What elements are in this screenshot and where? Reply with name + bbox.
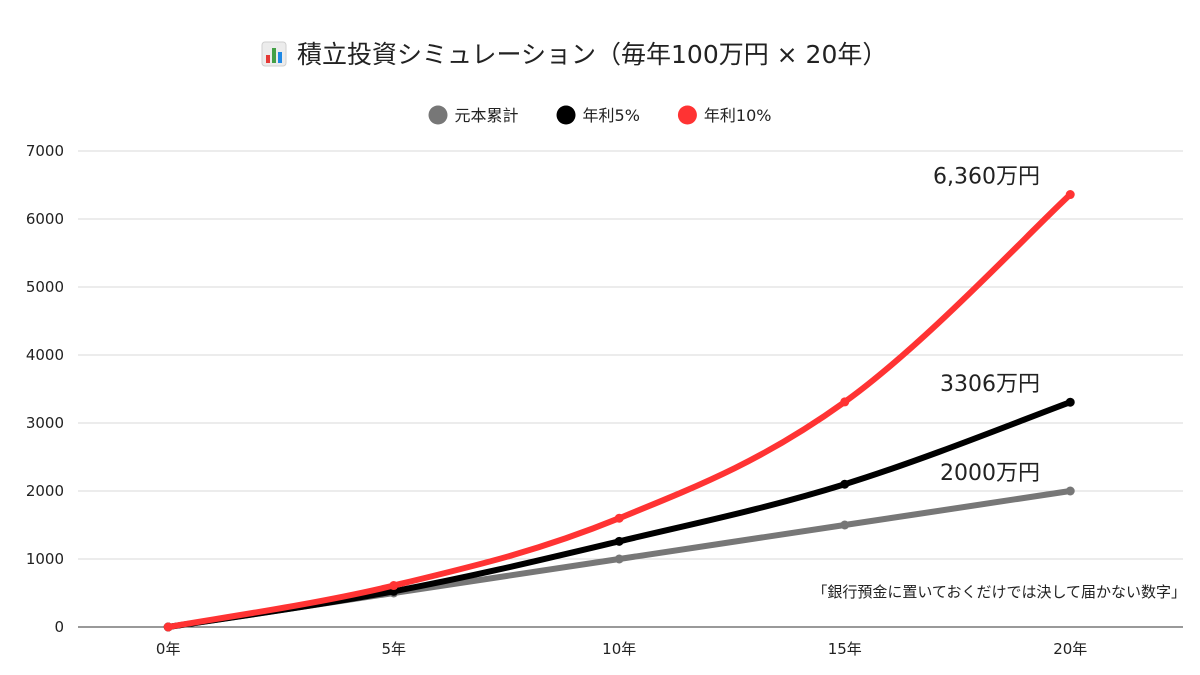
data-point xyxy=(840,520,850,530)
data-point xyxy=(1065,486,1075,496)
x-tick-label: 20年 xyxy=(1053,640,1087,658)
chart-annotation: 「銀行預金に置いておくだけでは決して届かない数字」 xyxy=(812,583,1186,601)
y-tick-label: 7000 xyxy=(26,142,64,160)
data-point xyxy=(389,581,399,591)
y-tick-label: 3000 xyxy=(26,414,64,432)
y-tick-label: 1000 xyxy=(26,550,64,568)
chart-title-group: 積立投資シミュレーション（毎年100万円 × 20年） xyxy=(261,40,887,69)
legend-label: 元本累計 xyxy=(455,106,519,125)
legend-label: 年利10% xyxy=(704,106,772,125)
legend-swatch xyxy=(677,105,697,125)
series-2 xyxy=(163,190,1075,632)
y-tick-label: 4000 xyxy=(26,346,64,364)
y-tick-label: 6000 xyxy=(26,210,64,228)
y-tick-label: 5000 xyxy=(26,278,64,296)
x-tick-label: 5年 xyxy=(381,640,406,658)
series-layer xyxy=(163,190,1075,632)
legend-item: 年利10% xyxy=(677,105,772,125)
data-point xyxy=(840,479,850,489)
end-label: 3306万円 xyxy=(940,372,1040,397)
y-tick-label: 0 xyxy=(54,618,64,636)
data-point xyxy=(840,397,850,407)
bar-chart-icon xyxy=(261,41,287,67)
grid-lines xyxy=(78,150,1183,560)
legend: 元本累計 年利5% 年利10% xyxy=(428,105,772,125)
legend-swatch xyxy=(428,105,448,125)
data-point xyxy=(614,513,624,523)
y-axis-ticks: 0 1000 2000 3000 4000 5000 6000 7000 xyxy=(26,142,64,636)
data-point xyxy=(614,536,624,546)
legend-swatch xyxy=(556,105,576,125)
end-label: 2000万円 xyxy=(940,461,1040,486)
chart-title: 積立投資シミュレーション（毎年100万円 × 20年） xyxy=(297,40,887,69)
x-tick-label: 0年 xyxy=(156,640,181,658)
end-label: 6,360万円 xyxy=(933,165,1040,190)
data-point xyxy=(1065,397,1075,407)
x-tick-label: 10年 xyxy=(602,640,636,658)
data-point xyxy=(614,554,624,564)
end-labels: 2000万円 3306万円 6,360万円 xyxy=(933,165,1040,486)
y-tick-label: 2000 xyxy=(26,482,64,500)
data-point xyxy=(1065,190,1075,200)
x-axis-ticks: 0年 5年 10年 15年 20年 xyxy=(156,640,1087,658)
legend-item: 元本累計 xyxy=(428,105,519,125)
data-point xyxy=(163,622,173,632)
x-tick-label: 15年 xyxy=(828,640,862,658)
legend-item: 年利5% xyxy=(556,105,640,125)
legend-label: 年利5% xyxy=(583,106,640,125)
